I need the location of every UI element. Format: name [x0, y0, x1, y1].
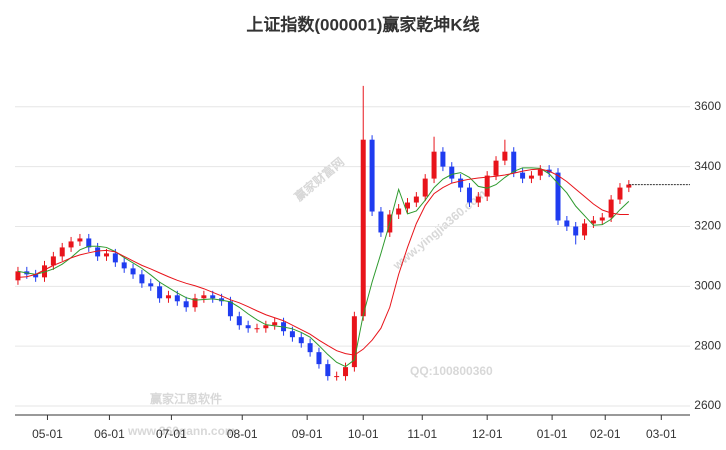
candle-body — [86, 238, 92, 248]
candle-body — [537, 169, 543, 176]
watermark: 赢家财富网 — [291, 154, 347, 204]
x-tick-label: 05-01 — [32, 427, 63, 441]
candle-body — [165, 295, 171, 299]
candle-body — [396, 208, 402, 215]
x-tick-label: 06-01 — [94, 427, 125, 441]
candle-body — [210, 295, 216, 299]
x-tick-label: 11-01 — [407, 427, 437, 441]
candle-body — [626, 184, 632, 188]
candle-body — [174, 295, 180, 302]
candle-body — [458, 178, 464, 188]
y-tick-label: 2600 — [694, 398, 721, 412]
candle-body — [475, 196, 481, 203]
chart-title: 上证指数(000001)赢家乾坤K线 — [246, 14, 479, 34]
moving-average — [17, 168, 629, 356]
x-tick-label: 10-01 — [348, 427, 379, 441]
candle-body — [502, 151, 508, 161]
candle-body — [95, 247, 101, 257]
candle-body — [599, 217, 605, 221]
x-tick-label: 08-01 — [227, 427, 258, 441]
y-tick-label: 3200 — [694, 219, 721, 233]
candle-body — [449, 166, 455, 179]
candle-body — [183, 301, 189, 308]
candle-body — [466, 187, 472, 203]
watermark: www.yingjia360.com — [389, 186, 488, 273]
candle-body — [617, 187, 623, 200]
candle-body — [422, 178, 428, 197]
candle-body — [404, 202, 410, 209]
candle-body — [139, 274, 145, 284]
candle-body — [192, 298, 198, 308]
x-tick-label: 02-01 — [590, 427, 621, 441]
candle-body — [360, 139, 366, 317]
candle-body — [77, 238, 83, 242]
candle-body — [493, 160, 499, 176]
candle-body — [334, 376, 340, 378]
candle-body — [272, 322, 278, 326]
candle-body — [582, 223, 588, 236]
watermark: 赢家江恩软件 — [150, 391, 222, 406]
watermark: www.360gann.com — [127, 424, 236, 438]
candle-body — [148, 283, 154, 287]
candle-body — [59, 247, 65, 257]
candle-body — [555, 172, 561, 221]
candle-body — [254, 328, 260, 330]
x-tick-label: 01-01 — [537, 427, 568, 441]
moving-average — [17, 167, 630, 368]
x-tick-label: 09-01 — [292, 427, 323, 441]
candle-body — [50, 256, 56, 266]
candle-body — [511, 151, 517, 173]
candle-body — [590, 220, 596, 224]
candle-body — [608, 199, 614, 218]
candle-body — [343, 367, 349, 377]
candle-body — [157, 286, 163, 299]
candle-body — [227, 301, 233, 317]
x-tick-label: 07-01 — [156, 427, 187, 441]
candle-body — [236, 316, 242, 326]
x-tick-label: 12-01 — [472, 427, 503, 441]
candle-body — [316, 352, 322, 365]
candle-body — [369, 139, 375, 212]
candle-body — [263, 325, 269, 329]
candle-body — [564, 220, 570, 227]
y-tick-label: 3000 — [694, 278, 721, 292]
x-tick-label: 03-01 — [646, 427, 677, 441]
candle-body — [528, 175, 534, 179]
candle-body — [520, 172, 526, 179]
candle-body — [325, 364, 331, 377]
candle-body — [413, 196, 419, 203]
candle-body — [431, 151, 437, 179]
candle-body — [42, 265, 48, 278]
y-tick-label: 2800 — [694, 338, 721, 352]
watermark: QQ:100800360 — [410, 364, 493, 378]
candle-body — [201, 295, 207, 299]
candle-body — [130, 268, 136, 275]
candle-body — [245, 325, 251, 329]
candle-body — [573, 226, 579, 236]
candle-body — [33, 274, 39, 278]
candle-body — [351, 316, 357, 368]
candle-body — [103, 253, 109, 257]
candle-body — [378, 211, 384, 233]
candle-body — [15, 271, 21, 281]
candle-body — [484, 175, 490, 197]
candle-body — [440, 151, 446, 167]
y-tick-label: 3400 — [694, 159, 721, 173]
y-tick-label: 3600 — [694, 99, 721, 113]
candle-body — [289, 331, 295, 338]
candle-body — [121, 262, 127, 269]
candle-body — [112, 253, 118, 263]
candle-body — [298, 337, 304, 344]
candle-body — [68, 241, 74, 248]
candle-body — [307, 343, 313, 353]
